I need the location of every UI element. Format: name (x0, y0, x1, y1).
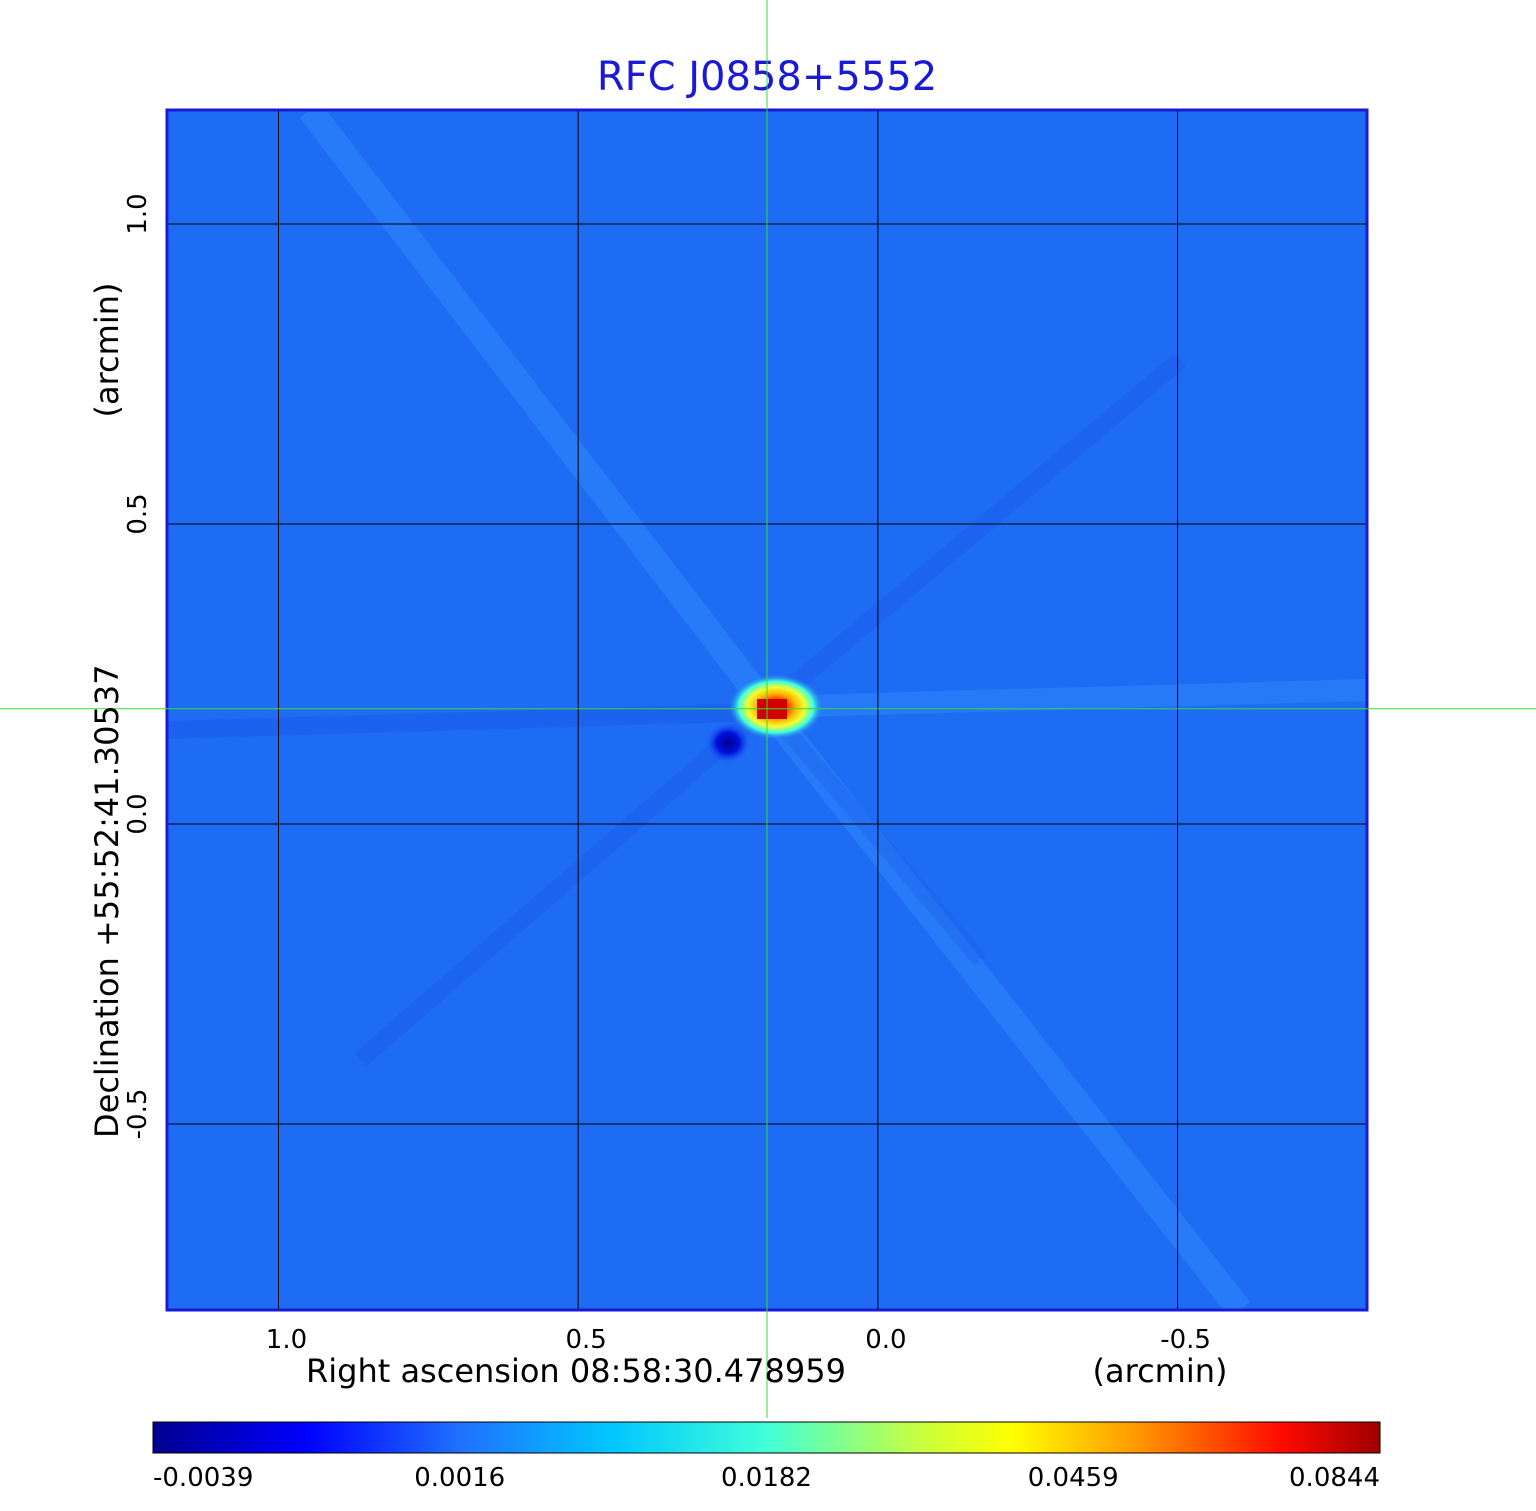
sidelobe-spoke (354, 700, 773, 1067)
y-tick-label: -0.5 (123, 1089, 153, 1140)
colorbar (152, 1421, 1381, 1454)
colorbar-tick-label: 0.0844 (1289, 1463, 1380, 1493)
colorbar-tick-label: 0.0016 (414, 1463, 505, 1493)
colorbar-tick-labels: -0.0039 0.0016 0.0182 0.0459 0.0844 (153, 1463, 1380, 1493)
y-tick-label: 0.0 (123, 793, 153, 834)
colorbar-tick-label: 0.0459 (1028, 1463, 1119, 1493)
sidelobe-pattern (167, 110, 1367, 1310)
y-axis-unit: (arcmin) (88, 283, 126, 418)
sidelobe-spoke (761, 353, 1186, 714)
y-tick-label: 1.0 (123, 193, 153, 234)
x-tick-labels: 1.0 0.5 0.0 -0.5 (266, 1325, 1211, 1355)
crosshair (0, 0, 1536, 1418)
x-tick-label: 0.5 (566, 1325, 607, 1355)
y-axis-label: Declination +55:52:41.30537 (88, 664, 126, 1138)
x-tick-label: -0.5 (1160, 1325, 1211, 1355)
x-tick-label: 0.0 (865, 1325, 906, 1355)
y-tick-labels: 1.0 0.5 0.0 -0.5 (123, 193, 153, 1139)
sidelobe-spoke (760, 701, 987, 966)
x-axis-unit: (arcmin) (1093, 1352, 1228, 1390)
colorbar-tick-label: 0.0182 (721, 1463, 812, 1493)
sidelobe-spoke (756, 698, 1251, 1310)
sidelobe-spoke (167, 703, 768, 739)
x-tick-label: 1.0 (266, 1325, 307, 1355)
y-tick-label: 0.5 (123, 493, 153, 534)
sidelobe-spoke (299, 110, 778, 715)
x-axis-label: Right ascension 08:58:30.478959 (306, 1352, 846, 1390)
sidelobe-spoke (766, 679, 1367, 718)
colorbar-tick-label: -0.0039 (153, 1463, 253, 1493)
